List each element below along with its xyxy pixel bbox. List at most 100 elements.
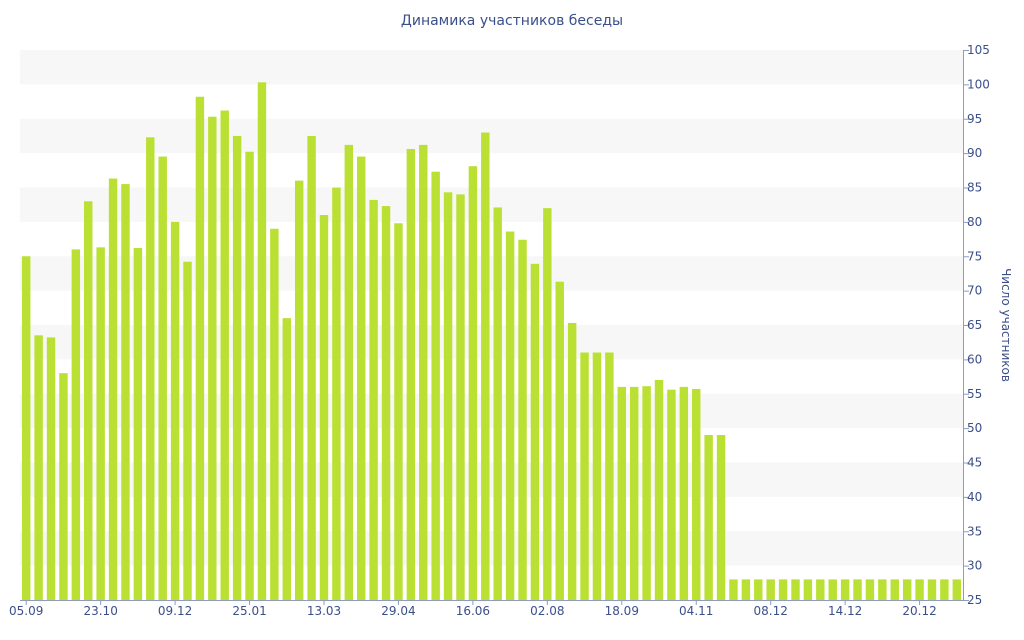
bar	[332, 187, 341, 600]
bar	[505, 231, 515, 600]
x-tick-label: 13.03	[307, 604, 341, 618]
y-tick-label: 25	[967, 593, 982, 607]
bar	[270, 228, 279, 600]
bar	[828, 579, 837, 601]
bar	[133, 248, 143, 600]
bar	[34, 335, 43, 600]
bar	[232, 135, 242, 600]
y-tick-label: 70	[967, 284, 982, 298]
bar	[369, 199, 378, 601]
bar	[716, 435, 726, 600]
bar	[481, 132, 490, 600]
y-tick-label: 60	[967, 352, 982, 366]
bar	[766, 579, 775, 601]
bar	[567, 322, 577, 600]
x-tick-label: 16.06	[456, 604, 490, 618]
y-tick-label: 55	[967, 387, 982, 401]
bar	[208, 116, 217, 600]
bar	[592, 352, 602, 600]
bar	[394, 223, 403, 600]
bar	[294, 180, 304, 601]
bar	[493, 207, 502, 600]
bar	[158, 156, 167, 600]
y-tick-label: 90	[967, 146, 982, 160]
bar	[419, 144, 428, 601]
bar	[257, 82, 267, 600]
bar	[456, 194, 465, 601]
y-tick-label: 50	[967, 421, 982, 435]
bar	[530, 263, 540, 600]
y-tick-label: 75	[967, 249, 982, 263]
x-tick-label: 08.12	[753, 604, 787, 618]
bar	[791, 579, 800, 601]
bar	[642, 386, 651, 600]
bar	[84, 201, 93, 600]
bar	[704, 435, 713, 600]
x-tick-label: 18.09	[605, 604, 639, 618]
y-tick-label: 40	[967, 490, 982, 504]
y-tick-label: 65	[967, 318, 982, 332]
x-tick-label: 14.12	[828, 604, 862, 618]
bar	[518, 239, 527, 600]
y-tick-label: 95	[967, 112, 982, 126]
bar	[952, 579, 962, 601]
x-tick-label: 09.12	[158, 604, 192, 618]
bar	[915, 579, 924, 601]
x-tick-label: 25.01	[232, 604, 266, 618]
grid-band	[20, 187, 963, 222]
bar	[468, 166, 478, 600]
bar	[46, 337, 56, 601]
bar	[71, 249, 81, 601]
bar	[59, 373, 68, 601]
bar	[195, 96, 205, 600]
bar	[840, 579, 850, 601]
x-tick-label: 04.11	[679, 604, 713, 618]
x-tick-label: 29.04	[381, 604, 415, 618]
x-tick-label: 05.09	[9, 604, 43, 618]
bar	[629, 386, 639, 601]
bar	[741, 579, 751, 601]
bar	[729, 579, 738, 601]
bar	[555, 281, 564, 600]
bar	[927, 579, 937, 601]
x-tick-label: 23.10	[83, 604, 117, 618]
y-tick-label: 45	[967, 456, 982, 470]
bar	[654, 380, 664, 600]
bar	[307, 135, 316, 600]
y-tick-label: 105	[967, 43, 990, 57]
bar	[121, 184, 130, 600]
y-tick-label: 85	[967, 181, 982, 195]
bar	[282, 318, 291, 601]
bar	[431, 171, 440, 600]
bar	[890, 579, 899, 601]
bar	[580, 352, 589, 600]
bar	[406, 149, 416, 600]
bar	[853, 579, 862, 601]
bar	[381, 206, 391, 600]
y-axis-title: Число участников	[999, 268, 1013, 382]
bar	[543, 208, 552, 601]
y-tick-label: 35	[967, 524, 982, 538]
bar	[96, 247, 105, 600]
chart-title: Динамика участников беседы	[400, 13, 624, 29]
bar	[108, 178, 118, 600]
axes: 25 30 35 40 45 50 55 60 65 70 75 80 85 90 95 100 105 05.0…	[9, 43, 990, 618]
bar	[803, 579, 813, 601]
bars	[21, 82, 962, 601]
bar	[667, 389, 676, 601]
bar	[146, 137, 155, 600]
bar	[865, 579, 875, 601]
bar	[679, 386, 689, 601]
x-tick-label: 20.12	[902, 604, 936, 618]
bar	[878, 579, 887, 601]
bar	[692, 388, 701, 600]
bar	[443, 192, 453, 600]
bar	[940, 579, 949, 601]
bar	[778, 579, 788, 601]
grid-band	[20, 118, 963, 154]
bar	[21, 256, 31, 600]
y-tick-label: 100	[967, 77, 990, 91]
bar	[617, 386, 626, 601]
bar	[816, 579, 825, 601]
